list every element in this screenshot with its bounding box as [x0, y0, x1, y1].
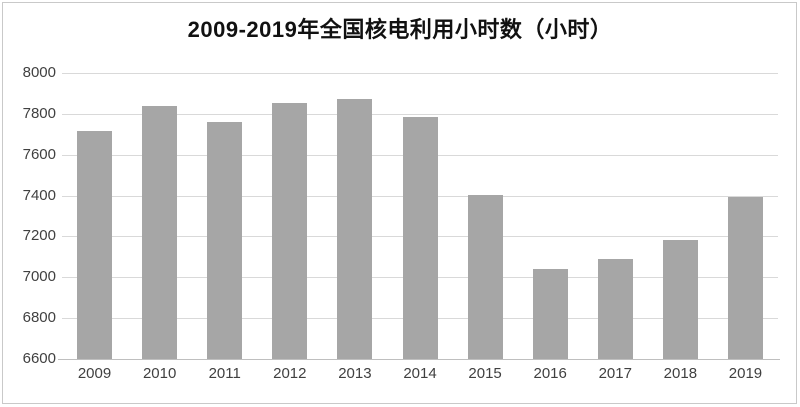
bar-2015: [467, 194, 503, 359]
x-tick-label: 2014: [403, 365, 437, 382]
y-tick-label: 7400: [22, 186, 56, 204]
bar-2019: [727, 196, 763, 359]
gridline: [62, 113, 778, 115]
x-tick-label: 2012: [273, 365, 307, 382]
bar-2012: [272, 102, 308, 359]
y-tick-label: 7600: [22, 145, 56, 163]
x-tick-label: 2013: [338, 365, 372, 382]
x-tick-label: 2017: [598, 365, 632, 382]
plot-area: [58, 73, 780, 360]
chart-title: 2009-2019年全国核电利用小时数（小时）: [187, 17, 613, 42]
y-tick-label: 8000: [22, 64, 56, 81]
bar-2010: [142, 105, 178, 359]
gridline: [62, 73, 778, 74]
bar-2014: [402, 116, 438, 359]
x-tick-label: 2011: [208, 365, 241, 382]
x-axis-line: [58, 359, 780, 360]
bar-2013: [337, 98, 373, 359]
x-tick-label: 2010: [142, 365, 177, 382]
y-tick-label: 7800: [22, 104, 56, 122]
x-tick-label: 2019: [728, 365, 763, 382]
x-tick-label: 2015: [468, 365, 502, 382]
y-tick-label: 7000: [22, 268, 56, 286]
x-tick-label: 2016: [533, 365, 567, 382]
x-tick-label: 2009: [77, 365, 112, 382]
bar-2017: [597, 259, 633, 359]
y-tick-label: 6800: [22, 309, 56, 327]
x-tick-label: 2018: [663, 365, 698, 382]
bar-2016: [532, 268, 568, 359]
bar-2009: [77, 131, 113, 359]
bar-2018: [662, 239, 698, 359]
bar-2011: [207, 122, 243, 359]
y-tick-label: 6600: [22, 350, 56, 367]
y-tick-label: 7200: [22, 227, 56, 245]
